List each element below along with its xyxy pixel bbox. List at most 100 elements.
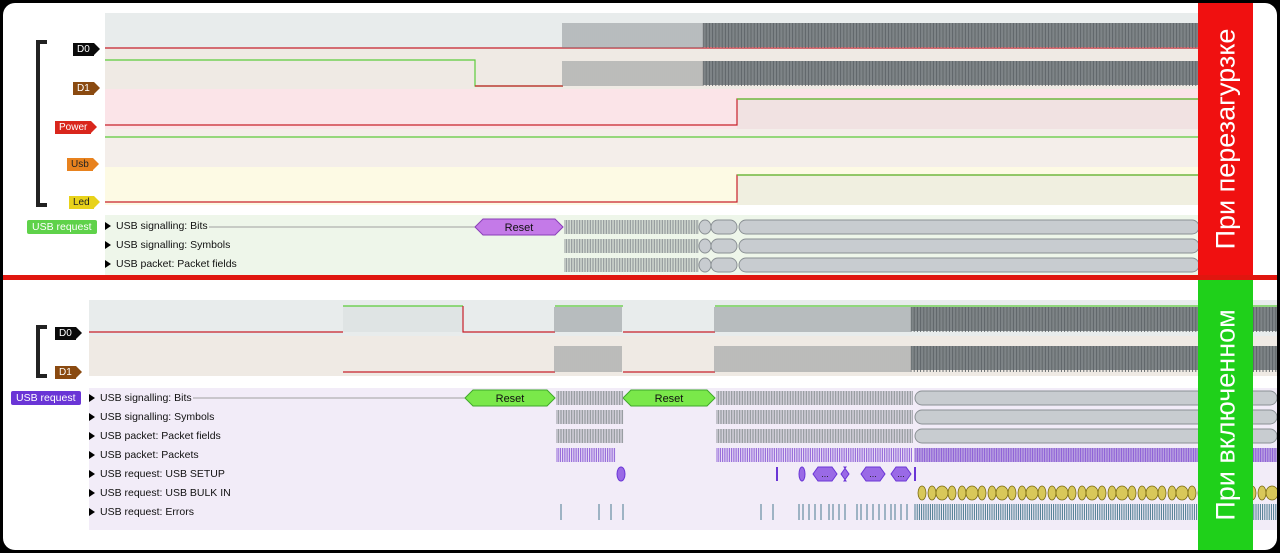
expand-triangle-icon[interactable]: [89, 470, 95, 478]
d0-low: [462, 306, 555, 333]
bulk-in-packet: [1097, 485, 1107, 501]
bulk-in-packet: [1257, 485, 1267, 501]
bulk-in-packet: [1187, 485, 1197, 501]
bulk-in-packet: [1025, 485, 1039, 501]
row1-packets-1: [556, 410, 624, 424]
row1-capsule: [710, 238, 738, 254]
panel-divider: [3, 275, 1277, 280]
expand-triangle-icon[interactable]: [89, 489, 95, 497]
group-bracket: [36, 40, 47, 207]
bulk-in-packet: [995, 485, 1009, 501]
row-usb-request-setup[interactable]: USB request: USB SETUP: [89, 467, 225, 481]
bulk-in-packet: [947, 485, 957, 501]
channel-tag-d1[interactable]: D1: [55, 366, 82, 379]
setup-marker-1: [616, 466, 626, 482]
row0-packets: [564, 220, 699, 234]
app-frame: D0 D1 Power Usb Led Reset USB request US…: [3, 3, 1277, 550]
bulk-in-packet: [1175, 485, 1189, 501]
row-usb-packet-packets[interactable]: USB packet: Packets: [89, 448, 199, 462]
side-label-reboot: При перезагурзке: [1198, 3, 1253, 275]
row2-long-capsule: [914, 428, 1277, 444]
bulk-in-packet: [1047, 485, 1057, 501]
bulk-in-packet: [935, 485, 949, 501]
d1-activity-lines: [702, 61, 1197, 86]
reset-marker-label: Reset: [505, 222, 534, 234]
lane-bg-usb: [105, 129, 1199, 167]
group-bracket: [36, 325, 47, 378]
row2-small-capsule: [698, 257, 712, 273]
row1-long-capsule: [738, 238, 1200, 254]
channel-tag-usb[interactable]: Usb: [67, 158, 99, 171]
expand-triangle-icon[interactable]: [89, 508, 95, 516]
row0-small-capsule: [698, 219, 712, 235]
bulk-in-packet: [1157, 485, 1167, 501]
top-waveforms: Reset: [105, 23, 1200, 273]
d0-burst-1: [554, 307, 622, 332]
d0-burst: [562, 23, 702, 48]
row0-long-capsule: [914, 390, 1277, 406]
setup-ellipsis-3: ...: [897, 469, 905, 479]
setup-packet-2: [860, 466, 886, 482]
bulk-in-packet: [1145, 485, 1159, 501]
bulk-in-packet: [1115, 485, 1129, 501]
expand-triangle-icon[interactable]: [89, 413, 95, 421]
row0-packets-2: [716, 391, 913, 405]
bulk-in-packet: [1265, 485, 1277, 501]
led-trace: [105, 174, 1199, 203]
d1-burst-2: [714, 346, 910, 372]
setup-packet-3: [890, 466, 912, 482]
row2-long-capsule: [738, 257, 1200, 273]
expand-triangle-icon[interactable]: [89, 432, 95, 440]
expand-triangle-icon[interactable]: [105, 222, 111, 230]
expand-triangle-icon[interactable]: [105, 260, 111, 268]
setup-packet-0: [812, 466, 838, 482]
row0-capsule: [710, 219, 738, 235]
lane-bg-after-power: [737, 99, 1199, 129]
d1-activity: [703, 61, 1199, 85]
error-ticks: [560, 504, 1277, 520]
channel-tag-d0[interactable]: D0: [73, 43, 100, 56]
channel-tag-led[interactable]: Led: [69, 196, 100, 209]
expand-triangle-icon[interactable]: [105, 241, 111, 249]
bulk-in-packet: [917, 485, 927, 501]
reset-marker-2: [622, 389, 716, 407]
row0-packets-1: [556, 391, 624, 405]
d0-activity: [703, 23, 1199, 47]
row-usb-packet-fields[interactable]: USB packet: Packet fields: [105, 257, 237, 271]
bulk-in-packet: [1127, 485, 1137, 501]
bulk-in-packet: [1077, 485, 1087, 501]
bulk-in-packet: [1067, 485, 1077, 501]
bulk-in-packet: [1167, 485, 1177, 501]
row1-small-capsule: [698, 238, 712, 254]
channel-tag-power[interactable]: Power: [55, 121, 98, 134]
reset-marker-2-label: Reset: [655, 393, 684, 405]
row-usb-signalling-symbols[interactable]: USB signalling: Symbols: [105, 238, 230, 252]
packets-row-1: [556, 448, 616, 462]
row1-packets-2: [716, 410, 913, 424]
row0-long-capsule: [738, 219, 1200, 235]
expand-triangle-icon[interactable]: [89, 394, 95, 402]
d0-activity-lines: [702, 23, 1197, 48]
row2-packets: [564, 258, 699, 272]
d1-trace: [105, 59, 563, 87]
channel-tag-d0[interactable]: D0: [55, 327, 82, 340]
bulk-in-packet: [1037, 485, 1047, 501]
bottom-panel: D0 D1 Reset Reset......... USB request US…: [3, 280, 1277, 550]
lane-bg-d0-highlight: [343, 306, 463, 332]
packets-row-2: [716, 448, 912, 462]
lane-bg-after-led: [737, 175, 1199, 205]
power-trace: [105, 98, 1199, 126]
row-usb-packet-fields[interactable]: USB packet: Packet fields: [89, 429, 221, 443]
usb-request-tag[interactable]: USB request: [11, 391, 81, 405]
row-usb-signalling-bits[interactable]: USB signalling: Bits: [105, 219, 208, 233]
expand-triangle-icon[interactable]: [89, 451, 95, 459]
row-usb-request-errors[interactable]: USB request: Errors: [89, 505, 194, 519]
row-usb-signalling-bits[interactable]: USB signalling: Bits: [89, 391, 192, 405]
usb-request-tag[interactable]: USB request: [27, 220, 97, 234]
row-usb-request-bulk-in[interactable]: USB request: USB BULK IN: [89, 486, 231, 500]
d1-burst: [562, 61, 702, 86]
row-usb-signalling-symbols[interactable]: USB signalling: Symbols: [89, 410, 214, 424]
row2-packets-1: [556, 429, 624, 443]
bulk-in-packet: [977, 485, 987, 501]
channel-tag-d1[interactable]: D1: [73, 82, 100, 95]
